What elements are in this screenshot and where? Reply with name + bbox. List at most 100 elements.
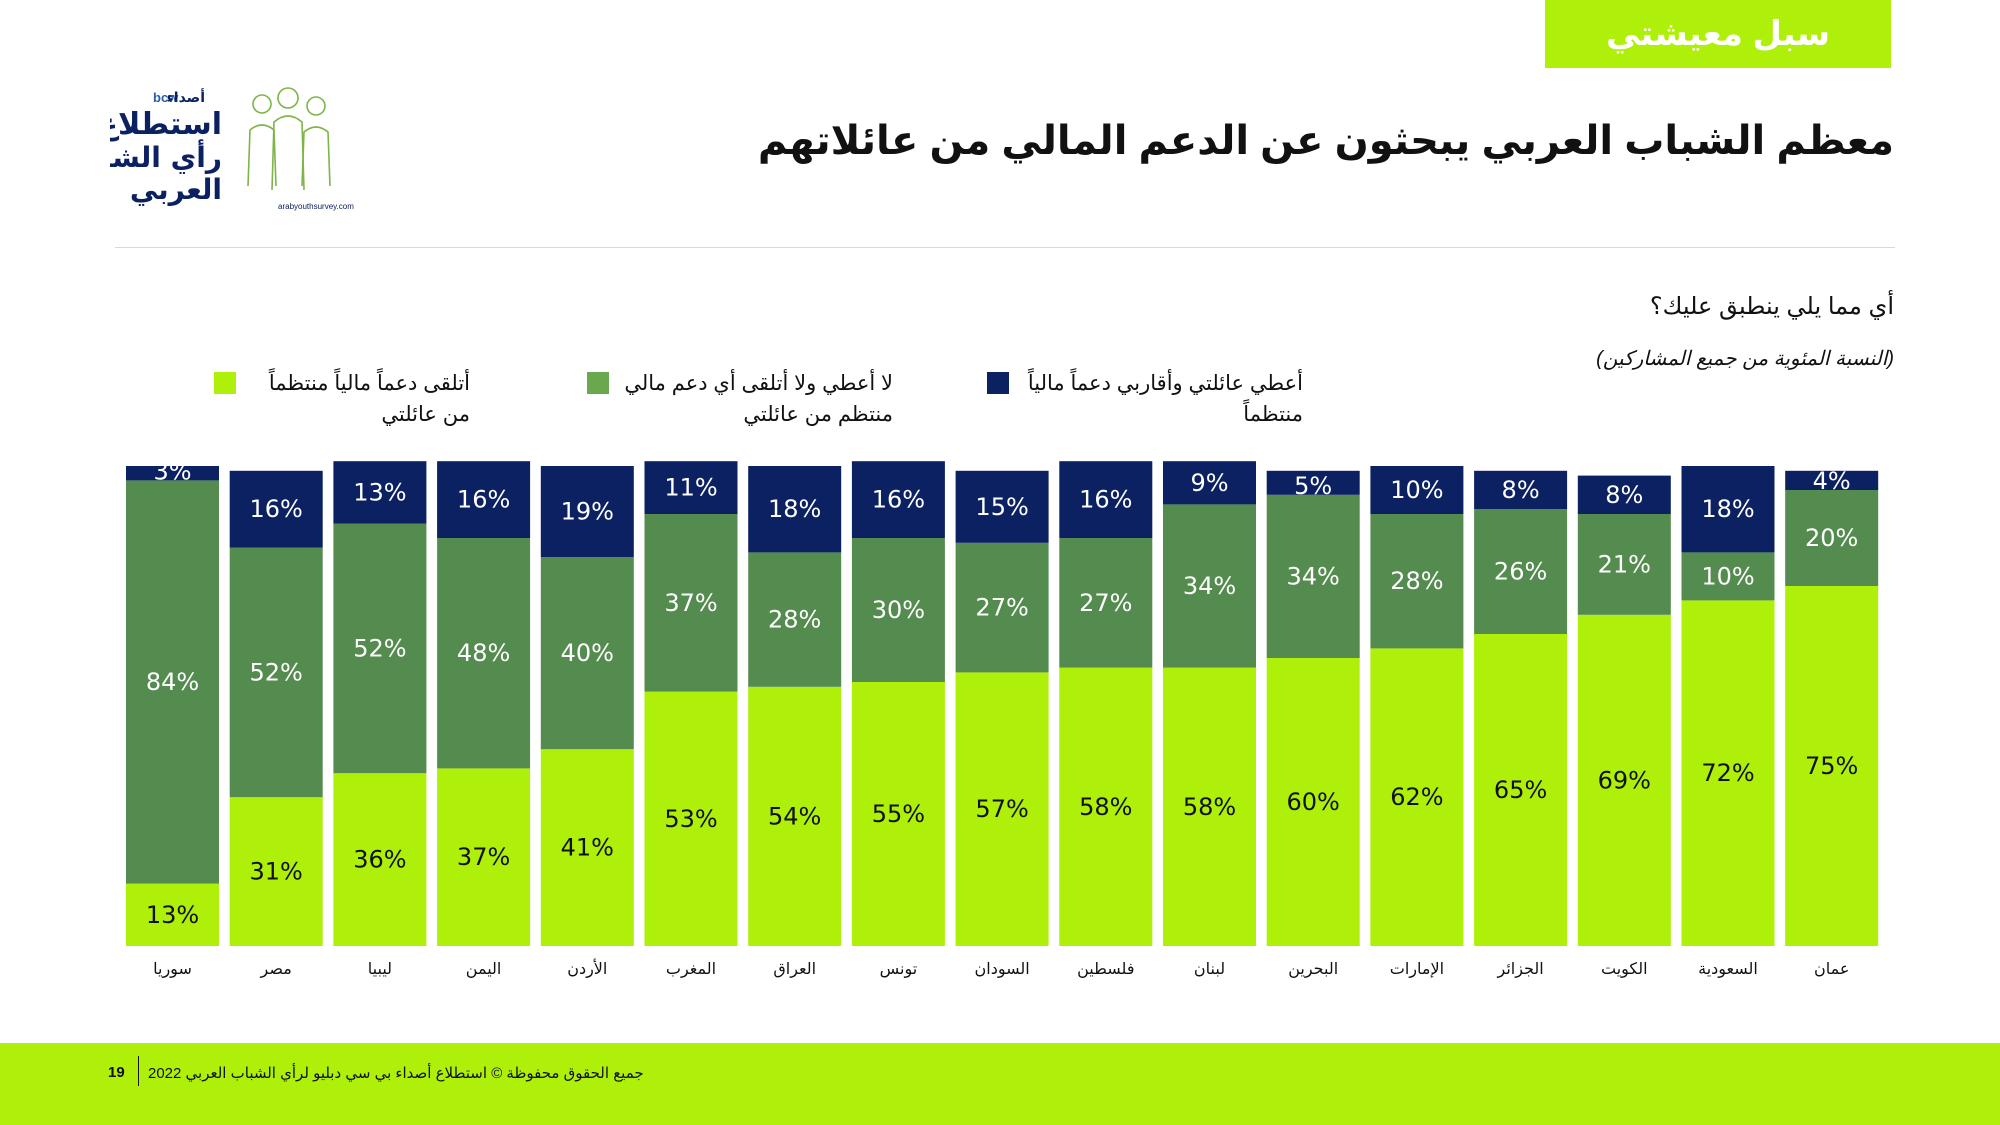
bar-segment-receive-support <box>1577 614 1671 946</box>
bar-segment-give-support <box>333 461 427 524</box>
data-label: 15% <box>975 493 1028 521</box>
bar-segment-give-support <box>540 466 634 558</box>
bar-segment-give-support <box>126 466 219 481</box>
bar-segment-neither <box>229 547 323 798</box>
data-label: 75% <box>1805 752 1858 780</box>
bar-segment-give-support <box>437 461 531 538</box>
legend-label: لا أعطي ولا أتلقى أي دعم مالي منتظم من ع… <box>624 372 893 426</box>
bar-segment-receive-support <box>1163 667 1256 946</box>
data-label: 30% <box>872 596 925 624</box>
legend-swatch <box>587 372 609 394</box>
base-note: (النسبة المئوية من جميع المشاركين) <box>1596 348 1894 370</box>
data-label: 18% <box>768 495 821 523</box>
data-label: 8% <box>1605 481 1643 509</box>
category-label: السعودية <box>1698 959 1758 979</box>
bar-segment-receive-support <box>1474 634 1568 946</box>
page-title: معظم الشباب العربي يبحثون عن الدعم المال… <box>757 119 1894 163</box>
data-label: 27% <box>1079 589 1132 617</box>
data-label: 16% <box>457 486 510 514</box>
category-label: فلسطين <box>1077 959 1134 979</box>
legend-label: أتلقى دعماً مالياً منتظماً من عائلتي <box>268 372 470 426</box>
bar-segment-neither <box>1577 514 1671 615</box>
youth-figures-icon <box>247 87 331 191</box>
data-label: 62% <box>1390 783 1443 811</box>
data-label: 11% <box>664 474 717 502</box>
bar-segment-neither <box>748 552 842 687</box>
legend-item-give-support: أعطي عائلتي وأقاربي دعماً مالياً منتظماً <box>973 368 1303 430</box>
bar-segment-receive-support <box>1266 658 1360 946</box>
data-label: 28% <box>1390 567 1443 595</box>
bar-segment-receive-support <box>851 682 945 946</box>
data-label: 58% <box>1079 793 1132 821</box>
bar-segment-receive-support <box>1785 586 1879 946</box>
bar-segment-give-support <box>1681 466 1775 553</box>
category-label: اليمن <box>466 959 502 979</box>
data-label: 36% <box>353 846 406 874</box>
bar-segment-neither <box>1370 514 1464 649</box>
data-label: 13% <box>146 901 199 929</box>
title-divider <box>115 247 1895 248</box>
bar-segment-neither <box>437 538 531 769</box>
data-label: 10% <box>1701 562 1754 590</box>
bar-segment-neither <box>126 480 219 884</box>
bar-segment-neither <box>1681 552 1775 601</box>
footer-bar <box>0 1043 2000 1125</box>
bar-segment-neither <box>540 557 634 750</box>
category-label: الإمارات <box>1390 959 1444 979</box>
category-label: العراق <box>773 959 816 979</box>
logo-brand-small: bcw <box>153 90 179 105</box>
logo-line-3: العربي <box>130 173 222 206</box>
bar-segment-give-support <box>1785 470 1879 490</box>
bar-segment-give-support <box>955 470 1049 543</box>
bar-segment-give-support <box>1163 461 1256 505</box>
data-label: 57% <box>975 795 1028 823</box>
bar-segment-give-support <box>1370 466 1464 514</box>
data-label: 40% <box>561 639 614 667</box>
logo-line-1: استطلاع <box>110 107 222 142</box>
bar-segment-receive-support <box>1059 667 1153 946</box>
category-label: الجزائر <box>1496 959 1543 979</box>
category-label: الأردن <box>567 958 607 979</box>
data-label: 27% <box>975 594 1028 622</box>
bar-segment-give-support <box>1059 461 1153 538</box>
bar-segment-receive-support <box>126 883 219 946</box>
data-label: 18% <box>1701 495 1754 523</box>
bar-segment-receive-support <box>1681 600 1775 946</box>
data-label: 21% <box>1598 550 1651 578</box>
bar-segment-neither <box>1474 509 1568 634</box>
bar-segment-receive-support <box>1370 648 1464 946</box>
legend-swatch <box>214 372 236 394</box>
category-label: الكويت <box>1601 959 1648 979</box>
legend-label: أعطي عائلتي وأقاربي دعماً مالياً منتظماً <box>1027 372 1303 426</box>
bar-segment-neither <box>1785 490 1879 586</box>
bar-segment-receive-support <box>644 691 738 946</box>
data-label: 10% <box>1390 476 1443 504</box>
category-label: مصر <box>260 959 292 979</box>
data-label: 5% <box>1294 472 1332 500</box>
data-label: 48% <box>457 639 510 667</box>
bar-segment-neither <box>955 542 1049 673</box>
bar-segment-neither <box>851 538 945 682</box>
data-label: 3% <box>153 457 191 485</box>
data-label: 34% <box>1287 562 1340 590</box>
legend-item-receive-support: أتلقى دعماً مالياً منتظماً من عائلتي <box>200 368 470 430</box>
bar-segment-give-support <box>851 461 945 538</box>
bar-segment-give-support <box>748 466 842 553</box>
category-label: عمان <box>1814 959 1849 978</box>
data-label: 16% <box>250 495 303 523</box>
data-label: 8% <box>1502 476 1540 504</box>
bar-segment-neither <box>333 523 427 774</box>
bar-segment-give-support <box>229 470 323 548</box>
data-label: 28% <box>768 606 821 634</box>
data-label: 16% <box>1079 486 1132 514</box>
data-label: 4% <box>1813 467 1851 495</box>
category-label: ليبيا <box>368 959 392 978</box>
data-label: 37% <box>664 589 717 617</box>
legend-item-neither: لا أعطي ولا أتلقى أي دعم مالي منتظم من ع… <box>573 368 893 430</box>
bar-segment-give-support <box>644 461 738 514</box>
section-tag: سبل معيشتي <box>1545 0 1891 68</box>
data-label: 72% <box>1701 759 1754 787</box>
legend-swatch <box>987 372 1009 394</box>
data-label: 41% <box>561 834 614 862</box>
data-label: 55% <box>872 800 925 828</box>
